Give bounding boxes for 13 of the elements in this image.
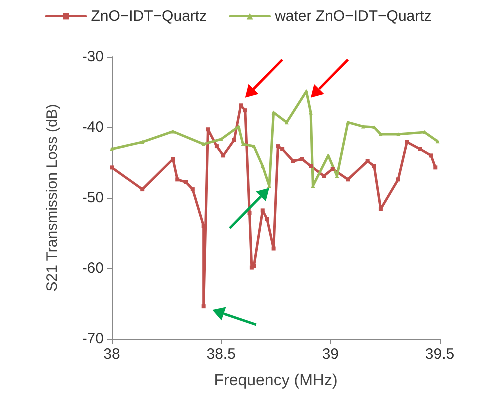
y-tick-label: -50 bbox=[82, 190, 104, 206]
y-tick-label: -70 bbox=[82, 330, 104, 348]
legend-label: water ZnO−IDT−Quartz bbox=[274, 8, 432, 25]
x-tick-label: 39 bbox=[322, 346, 340, 363]
y-tick-label: -30 bbox=[82, 48, 104, 66]
legend-label: ZnO−IDT−Quartz bbox=[91, 8, 208, 25]
y-tick-label: -60 bbox=[82, 260, 104, 277]
x-axis-title: Frequency (MHz) bbox=[214, 372, 338, 390]
y-tick-label: -40 bbox=[82, 119, 104, 136]
x-tick-label: 38.5 bbox=[206, 346, 236, 363]
x-tick-label: 38 bbox=[104, 346, 120, 363]
x-tick-label: 39.5 bbox=[425, 346, 455, 363]
y-axis-title: S21 Transmission Loss (dB) bbox=[44, 104, 61, 292]
